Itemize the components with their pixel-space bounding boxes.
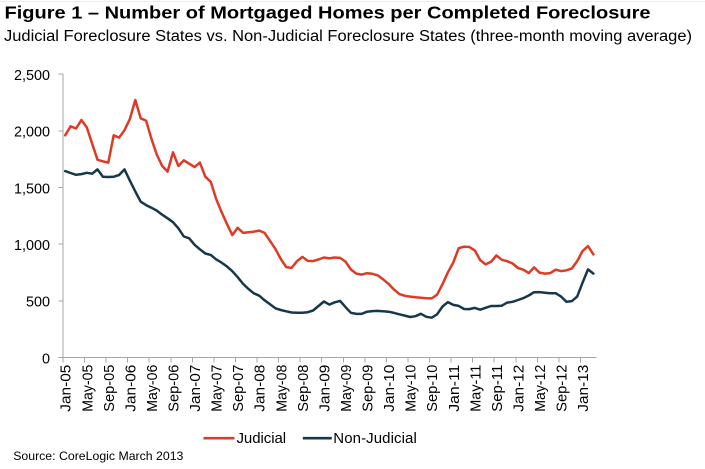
svg-text:Non-Judicial: Non-Judicial — [333, 430, 417, 447]
svg-text:Figure 1 – Number of Mortgaged: Figure 1 – Number of Mortgaged Homes per… — [5, 3, 651, 23]
svg-text:Sep-09: Sep-09 — [361, 365, 377, 412]
svg-text:May-11: May-11 — [468, 365, 484, 412]
svg-text:Jan-09: Jan-09 — [317, 365, 333, 412]
svg-text:Sep-11: Sep-11 — [490, 365, 506, 412]
svg-text:Sep-08: Sep-08 — [296, 365, 312, 412]
svg-text:2,000: 2,000 — [14, 125, 50, 141]
svg-text:Sep-10: Sep-10 — [425, 365, 441, 412]
svg-text:1,500: 1,500 — [14, 181, 50, 197]
svg-text:May-10: May-10 — [404, 365, 420, 412]
svg-text:May-08: May-08 — [274, 365, 290, 412]
svg-text:Jan-11: Jan-11 — [447, 365, 463, 412]
svg-text:1,000: 1,000 — [14, 238, 50, 254]
svg-text:0: 0 — [42, 351, 50, 367]
svg-text:May-12: May-12 — [533, 365, 549, 412]
svg-text:Jan-13: Jan-13 — [576, 365, 592, 412]
svg-text:Jan-07: Jan-07 — [188, 365, 204, 412]
svg-text:Judicial: Judicial — [237, 430, 287, 447]
svg-text:Sep-05: Sep-05 — [102, 365, 118, 412]
svg-text:Sep-07: Sep-07 — [231, 365, 247, 412]
svg-text:Jan-08: Jan-08 — [253, 365, 269, 412]
svg-text:Jan-12: Jan-12 — [512, 365, 528, 412]
svg-text:Judicial Foreclosure States vs: Judicial Foreclosure States vs. Non-Judi… — [4, 28, 692, 45]
svg-text:May-06: May-06 — [145, 365, 161, 412]
svg-text:Source: CoreLogic March 2013: Source: CoreLogic March 2013 — [13, 449, 183, 463]
svg-text:May-07: May-07 — [210, 365, 226, 412]
svg-text:Jan-10: Jan-10 — [382, 365, 398, 412]
svg-text:Sep-06: Sep-06 — [167, 365, 183, 412]
svg-text:Sep-12: Sep-12 — [555, 365, 571, 412]
svg-text:Jan-06: Jan-06 — [123, 365, 139, 412]
svg-text:500: 500 — [26, 295, 50, 311]
svg-text:May-05: May-05 — [80, 365, 96, 412]
svg-text:May-09: May-09 — [339, 365, 355, 412]
svg-text:2,500: 2,500 — [14, 68, 50, 84]
svg-text:Jan-05: Jan-05 — [59, 365, 75, 412]
